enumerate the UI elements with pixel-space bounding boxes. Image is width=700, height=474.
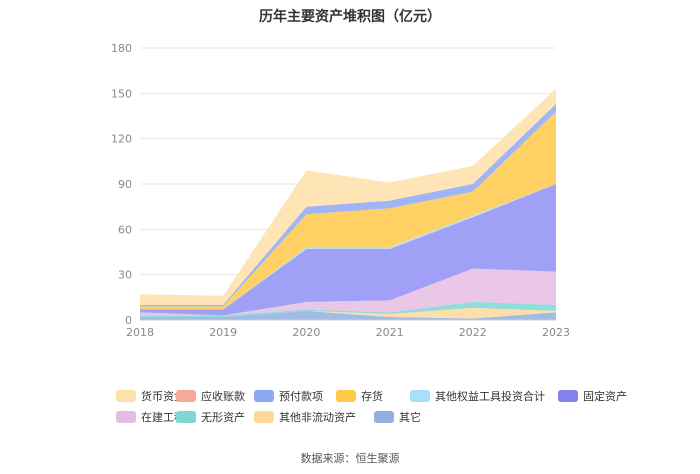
series-area	[140, 103, 556, 307]
legend-item[interactable]: 在建工程	[116, 409, 185, 425]
legend-item[interactable]: 应收账款	[176, 388, 245, 404]
legend-label: 无形资产	[201, 411, 245, 424]
legend-item[interactable]: 其他权益工具投资合计	[410, 388, 545, 404]
legend-label: 应收账款	[201, 390, 245, 403]
x-tick-label: 2018	[126, 326, 154, 339]
y-tick-label: 0	[125, 314, 132, 327]
y-tick-label: 30	[118, 269, 132, 282]
legend-item[interactable]: 其它	[374, 409, 421, 425]
stacked-area-chart: 0 30 60 90 120 150 180 2018 2019 2020 2021 2022 2023	[111, 42, 570, 339]
legend-swatch	[176, 390, 196, 402]
series-area	[140, 111, 556, 310]
legend-item[interactable]: 其他非流动资产	[254, 409, 356, 425]
x-tick-label: 2023	[542, 326, 570, 339]
x-tick-label: 2022	[459, 326, 487, 339]
legend-item[interactable]: 无形资产	[176, 409, 245, 425]
x-tick-label: 2019	[209, 326, 237, 339]
series-area	[140, 301, 556, 317]
legend-swatch	[254, 390, 274, 402]
legend-label: 在建工程	[141, 411, 185, 424]
legend-label: 固定资产	[583, 390, 627, 403]
legend-item[interactable]: 预付款项	[254, 388, 323, 404]
data-source: 数据来源：恒生聚源	[300, 452, 400, 465]
series-area	[140, 307, 556, 319]
series-area	[140, 268, 556, 316]
legend-label: 其他权益工具投资合计	[435, 390, 545, 403]
legend-label: 其他非流动资产	[279, 411, 356, 424]
legend-label: 存货	[361, 390, 383, 403]
legend-item[interactable]: 货币资金	[116, 388, 185, 404]
legend-swatch	[410, 390, 430, 402]
series-area	[140, 184, 556, 316]
legend-swatch	[116, 411, 136, 423]
legend-label: 其它	[399, 411, 421, 424]
y-tick-label: 150	[111, 87, 132, 100]
legend-swatch	[116, 390, 136, 402]
legend-item[interactable]: 存货	[336, 388, 383, 404]
series-area	[140, 310, 556, 320]
x-tick-label: 2021	[376, 326, 404, 339]
legend-swatch	[336, 390, 356, 402]
y-tick-label: 120	[111, 133, 132, 146]
legend-label: 预付款项	[279, 390, 323, 403]
y-tick-label: 90	[118, 178, 132, 191]
legend-swatch	[176, 411, 196, 423]
legend-swatch	[374, 411, 394, 423]
y-tick-label: 180	[111, 42, 132, 55]
legend-swatch	[558, 390, 578, 402]
legend-swatch	[254, 411, 274, 423]
chart-title: 历年主要资产堆积图（亿元）	[259, 9, 441, 25]
y-tick-label: 60	[118, 223, 132, 236]
series-area	[140, 88, 556, 305]
x-tick-label: 2020	[292, 326, 320, 339]
legend-item[interactable]: 固定资产	[558, 388, 627, 404]
legend-label: 货币资金	[141, 390, 185, 403]
